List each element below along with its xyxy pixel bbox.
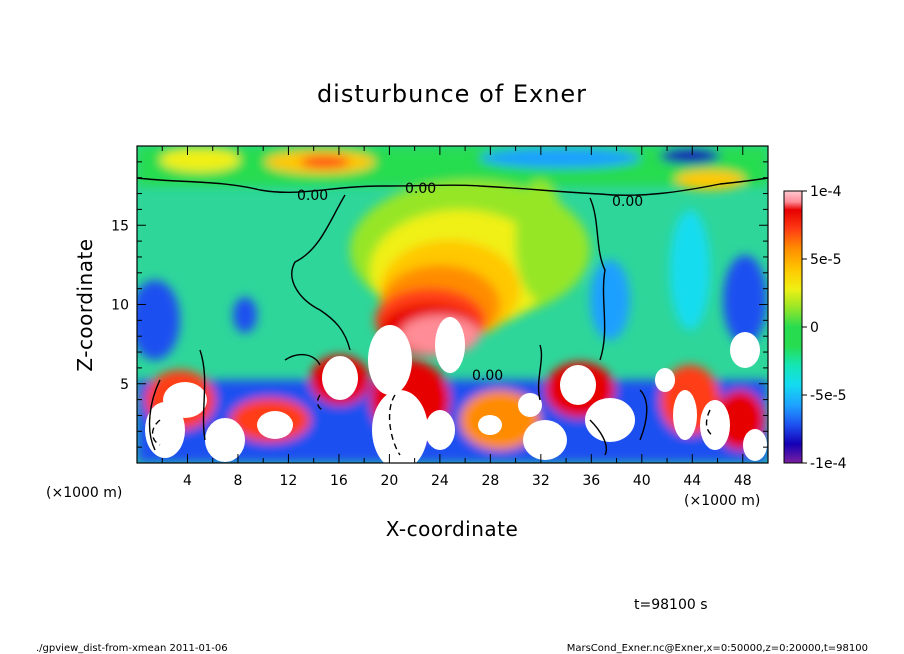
footer-right: MarsCond_Exner.nc@Exner,x=0:50000,z=0:20… [567,643,868,654]
x-tick-label: 36 [582,473,600,489]
contour-label: 0.00 [297,188,328,204]
x-unit-label-right: (×1000 m) [684,493,760,509]
colorbar-tick-label: 1e-4 [810,184,842,200]
heatmap-field: 0.00 0.00 0.00 0.00 [137,146,768,463]
x-unit-label-left: (×1000 m) [46,485,122,501]
time-label: t=98100 s [634,597,708,613]
colorbar-tick-label: 5e-5 [810,252,841,268]
y-axis-title: Z-coordinate [73,238,97,371]
x-tick-label: 48 [734,473,752,489]
y-tick-label: 5 [120,377,129,393]
footer-left: ./gpview_dist-from-xmean 2011-01-06 [36,643,228,654]
x-tick-label: 12 [280,473,298,489]
colorbar-ticks: 1e-4 5e-5 0 -5e-5 -1e-4 [802,184,847,472]
x-axis-title: X-coordinate [386,517,519,541]
colorbar-tick-label: -1e-4 [810,456,847,472]
x-tick-label: 44 [683,473,701,489]
x-tick-label: 28 [481,473,499,489]
y-tick-label: 15 [111,218,129,234]
x-tick-label: 16 [330,473,348,489]
colorbar-tick-label: 0 [810,320,819,336]
chart-title: disturbunce of Exner [317,80,587,108]
contour-labels: 0.00 0.00 0.00 0.00 [297,181,643,384]
x-tick-label: 24 [431,473,449,489]
y-tick-label: 10 [111,298,129,314]
contour-label: 0.00 [405,181,436,197]
x-tick-label: 40 [633,473,651,489]
y-axis-ticks: 5 10 15 [111,145,768,464]
x-tick-label: 4 [183,473,192,489]
x-tick-label: 8 [233,473,242,489]
x-tick-label: 20 [380,473,398,489]
contour-label: 0.00 [612,194,643,210]
x-axis-ticks: 4 8 12 16 20 24 28 32 36 40 44 48 [136,146,769,489]
colorbar-tick-label: -5e-5 [810,388,847,404]
contour-label: 0.00 [472,368,503,384]
x-tick-label: 32 [532,473,550,489]
colorbar [783,190,803,464]
